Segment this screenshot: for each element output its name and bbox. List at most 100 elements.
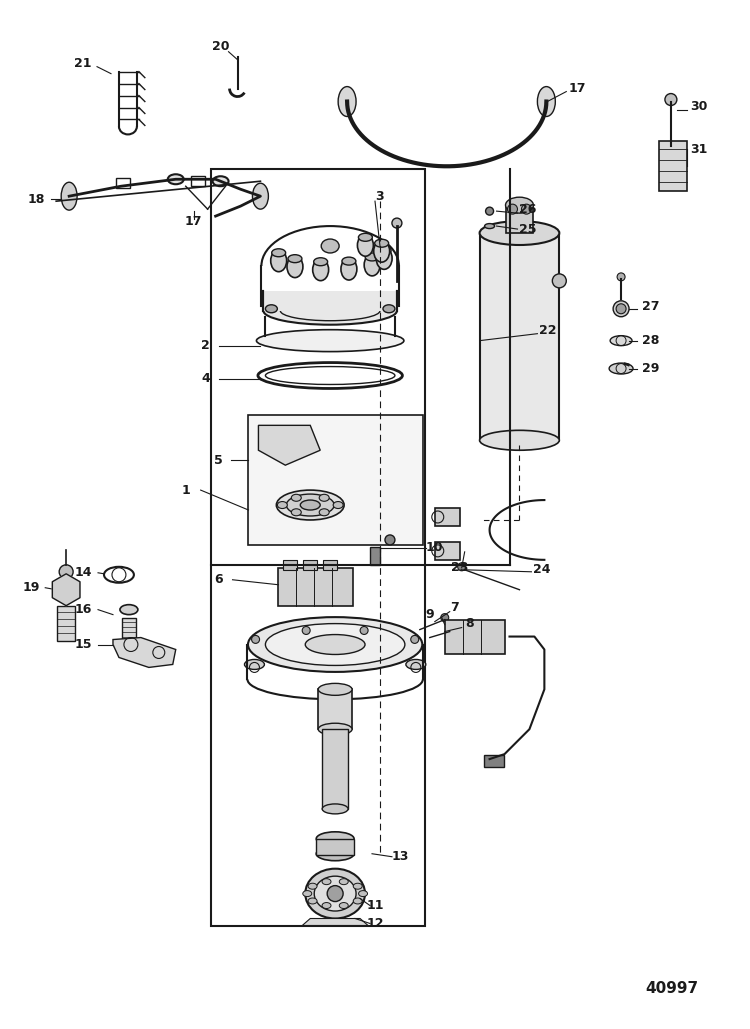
Ellipse shape xyxy=(305,868,365,919)
Bar xyxy=(370,546,380,565)
Bar xyxy=(211,170,424,926)
Ellipse shape xyxy=(300,500,320,510)
Ellipse shape xyxy=(374,240,390,262)
Text: 27: 27 xyxy=(642,300,660,313)
Bar xyxy=(506,205,533,233)
Text: 26: 26 xyxy=(519,203,536,216)
Ellipse shape xyxy=(320,494,329,501)
Text: 30: 30 xyxy=(690,100,707,113)
Bar xyxy=(116,178,130,188)
Bar xyxy=(284,560,297,570)
Bar xyxy=(479,233,560,440)
Ellipse shape xyxy=(321,239,339,253)
Circle shape xyxy=(251,636,260,643)
Ellipse shape xyxy=(341,258,357,280)
Text: 31: 31 xyxy=(690,143,707,155)
Ellipse shape xyxy=(353,898,362,903)
Ellipse shape xyxy=(322,879,331,885)
Ellipse shape xyxy=(610,335,632,346)
Ellipse shape xyxy=(538,86,555,116)
Polygon shape xyxy=(113,638,176,668)
Text: 29: 29 xyxy=(642,362,660,375)
Circle shape xyxy=(485,207,494,215)
Bar xyxy=(57,606,75,640)
Bar xyxy=(445,619,505,654)
Circle shape xyxy=(616,304,626,314)
Bar xyxy=(323,560,338,570)
Polygon shape xyxy=(53,574,80,606)
Ellipse shape xyxy=(266,305,278,313)
Ellipse shape xyxy=(316,847,354,860)
Text: 15: 15 xyxy=(74,638,92,651)
Ellipse shape xyxy=(316,831,354,846)
Ellipse shape xyxy=(276,490,344,520)
Ellipse shape xyxy=(291,494,302,501)
Ellipse shape xyxy=(248,617,422,672)
Ellipse shape xyxy=(322,902,331,909)
Text: 24: 24 xyxy=(532,563,550,576)
Ellipse shape xyxy=(305,635,365,654)
Text: 9: 9 xyxy=(425,608,434,622)
Ellipse shape xyxy=(358,891,368,896)
Text: 12: 12 xyxy=(366,917,384,930)
Text: 40997: 40997 xyxy=(646,981,699,996)
Ellipse shape xyxy=(377,246,391,254)
Ellipse shape xyxy=(479,221,560,245)
Ellipse shape xyxy=(506,198,533,213)
Text: 22: 22 xyxy=(538,324,556,338)
Text: 2: 2 xyxy=(201,340,210,352)
Ellipse shape xyxy=(212,176,229,186)
Ellipse shape xyxy=(286,494,334,516)
Bar xyxy=(435,542,460,560)
Ellipse shape xyxy=(253,183,268,209)
Text: 4: 4 xyxy=(201,372,210,385)
Text: 3: 3 xyxy=(376,189,384,203)
Bar xyxy=(190,176,205,186)
Text: 7: 7 xyxy=(450,601,459,614)
Text: 16: 16 xyxy=(74,603,92,616)
Ellipse shape xyxy=(314,257,328,265)
Text: 8: 8 xyxy=(465,617,474,630)
Bar xyxy=(248,416,423,545)
Text: 1: 1 xyxy=(182,484,190,497)
Polygon shape xyxy=(263,291,397,311)
Ellipse shape xyxy=(338,86,356,116)
Text: 11: 11 xyxy=(366,899,384,912)
Bar xyxy=(278,568,353,606)
Text: 17: 17 xyxy=(185,215,202,227)
Polygon shape xyxy=(302,919,368,925)
Text: 19: 19 xyxy=(22,581,40,594)
Ellipse shape xyxy=(383,305,395,313)
Bar xyxy=(659,141,687,191)
Text: 17: 17 xyxy=(568,82,586,95)
Ellipse shape xyxy=(256,329,404,352)
Ellipse shape xyxy=(308,898,317,903)
Bar xyxy=(318,689,352,730)
Ellipse shape xyxy=(342,257,356,265)
Circle shape xyxy=(327,886,343,901)
Ellipse shape xyxy=(272,249,286,257)
Ellipse shape xyxy=(278,501,287,508)
Text: 25: 25 xyxy=(519,222,536,236)
Text: 14: 14 xyxy=(74,566,92,579)
Circle shape xyxy=(360,627,368,635)
Circle shape xyxy=(447,627,453,633)
Circle shape xyxy=(458,563,466,571)
Text: 6: 6 xyxy=(214,573,223,587)
Text: 10: 10 xyxy=(426,541,443,555)
Ellipse shape xyxy=(322,804,348,814)
Circle shape xyxy=(302,627,310,635)
Circle shape xyxy=(441,613,448,622)
Ellipse shape xyxy=(339,902,348,909)
Text: 13: 13 xyxy=(392,850,409,863)
Ellipse shape xyxy=(168,174,184,184)
Ellipse shape xyxy=(308,883,317,889)
Ellipse shape xyxy=(617,273,625,281)
Bar xyxy=(303,560,317,570)
Ellipse shape xyxy=(375,239,388,247)
Ellipse shape xyxy=(318,723,352,735)
Text: 21: 21 xyxy=(74,58,92,70)
Ellipse shape xyxy=(287,255,303,278)
Ellipse shape xyxy=(358,234,372,241)
Ellipse shape xyxy=(365,253,379,261)
